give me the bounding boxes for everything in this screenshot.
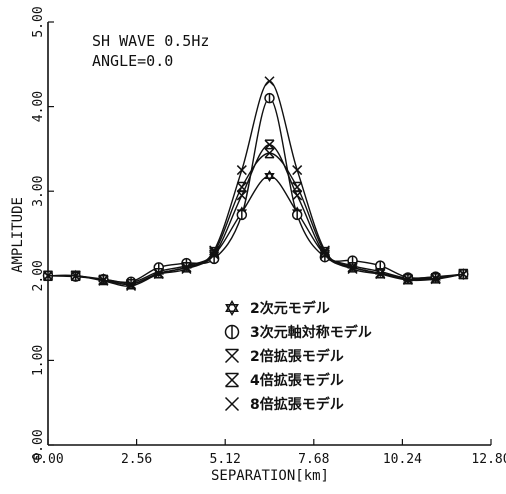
data-point: [126, 279, 137, 290]
x-tick-label: 7.68: [298, 452, 329, 467]
data-point: [153, 269, 164, 280]
data-point: [98, 275, 109, 286]
annotations: SH WAVE 0.5Hz ANGLE=0.0: [92, 32, 209, 70]
data-point: [236, 209, 248, 221]
y-tick-label: 1.00: [31, 345, 46, 376]
annotation-angle: ANGLE=0.0: [92, 52, 173, 70]
data-point: [264, 139, 275, 150]
data-point: [319, 245, 330, 256]
legend-marker: [224, 348, 240, 364]
x-tick-label: 0.00: [32, 452, 63, 467]
series-3: [42, 139, 469, 290]
legend-label: 3次元軸対称モデル: [250, 324, 372, 341]
data-point: [264, 147, 275, 159]
legend-marker: [225, 300, 239, 316]
data-point: [209, 245, 220, 256]
legend-label: 8倍拡張モデル: [250, 396, 344, 413]
legend-label: 4倍拡張モデル: [250, 372, 344, 389]
data-point: [236, 165, 247, 176]
data-point: [181, 264, 192, 275]
series-group: [42, 76, 469, 291]
y-tick-label: 2.00: [31, 260, 46, 291]
data-point: [70, 270, 81, 281]
x-tick-label: 10.24: [383, 452, 422, 467]
legend-label: 2次元モデル: [250, 300, 330, 317]
annotation-wave: SH WAVE 0.5Hz: [92, 32, 209, 50]
series-line: [47, 152, 464, 286]
y-tick-label: 0.00: [31, 429, 46, 460]
data-point: [402, 274, 413, 286]
data-point: [264, 169, 275, 182]
series-4: [42, 147, 469, 290]
ticks: 0.00 2.56 5.12 7.68 10.24 12.80 0.00 1.00 2.00 3.…: [31, 6, 506, 467]
data-point: [264, 92, 275, 104]
series-5: [42, 76, 469, 291]
y-tick-label: 3.00: [31, 176, 46, 207]
series-line: [47, 80, 464, 287]
y-tick-label: 5.00: [31, 6, 46, 37]
legend-item: 4倍拡張モデル: [224, 372, 344, 389]
legend-label: 2倍拡張モデル: [250, 348, 344, 365]
data-point: [292, 181, 303, 193]
data-point: [347, 264, 358, 275]
x-tick-label: 12.80: [471, 452, 506, 467]
series-line: [47, 143, 464, 286]
series-line: [47, 97, 464, 283]
data-point: [153, 262, 164, 273]
data-point: [264, 76, 275, 87]
series-line: [47, 175, 464, 284]
data-point: [291, 209, 303, 221]
x-tick-label: 2.56: [121, 452, 152, 467]
data-point: [126, 280, 137, 291]
data-point: [42, 270, 54, 281]
legend-item: 8倍拡張モデル: [224, 396, 344, 413]
legend-marker: [224, 396, 240, 412]
legend-item: 2次元モデル: [225, 300, 330, 317]
legend-marker: [224, 372, 240, 388]
data-point: [375, 269, 386, 280]
legend-marker: [224, 324, 240, 340]
data-point: [236, 181, 247, 193]
legend-item: 3次元軸対称モデル: [224, 324, 372, 341]
y-tick-label: 4.00: [31, 91, 46, 122]
data-point: [458, 269, 469, 280]
data-point: [292, 165, 303, 176]
x-tick-label: 5.12: [210, 452, 241, 467]
legend: 2次元モデル 3次元軸対称モデル 2倍拡張モデル 4倍拡張モデル 8倍拡張モデル: [224, 300, 372, 413]
x-axis-label: SEPARATION[km]: [211, 468, 329, 484]
legend-item: 2倍拡張モデル: [224, 348, 344, 365]
axes: [47, 22, 491, 446]
y-axis-label: AMPLITUDE: [10, 197, 26, 273]
series-1: [42, 169, 469, 289]
data-point: [430, 274, 441, 285]
